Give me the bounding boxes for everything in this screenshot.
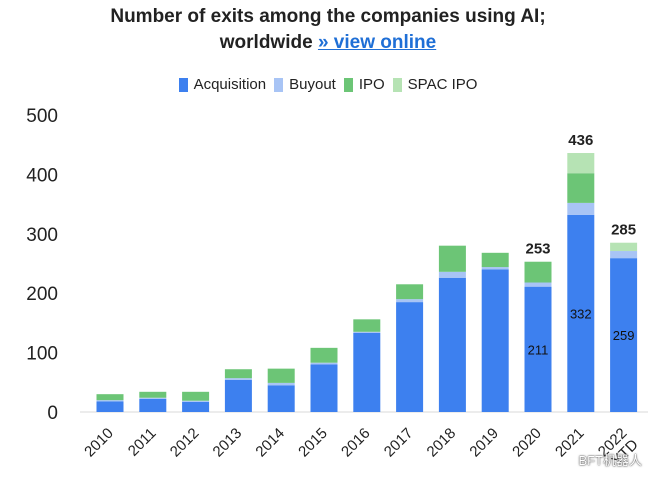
y-tick-label-200: 200 (26, 284, 58, 305)
acquisition-value-label-2021: 332 (570, 306, 592, 321)
y-tick-label-300: 300 (26, 225, 58, 246)
bar-acquisition-2012 (182, 401, 210, 412)
x-tick-label-2012: 2012 (167, 425, 203, 461)
total-label-2021: 436 (568, 132, 593, 149)
x-tick-label-2014: 2014 (252, 425, 288, 461)
bar-acquisition-2014 (267, 385, 295, 412)
bar-acquisition-2020 (524, 286, 552, 412)
legend-label-ipo: IPO (358, 76, 385, 93)
y-tick-label-500: 500 (26, 106, 58, 127)
chart-legend: Acquisition Buyout IPO SPAC IPO (0, 76, 656, 93)
bar-acquisition-2021 (567, 214, 595, 412)
legend-label-spac-ipo: SPAC IPO (407, 76, 478, 93)
bar-acquisition-2018 (438, 277, 466, 412)
bar-ipo-2018 (438, 245, 466, 272)
bar-acquisition-2011 (139, 398, 167, 412)
bar-acquisition-2022-YTD (610, 258, 638, 412)
legend-label-acquisition: Acquisition (193, 76, 267, 93)
x-tick-label-2017: 2017 (381, 425, 417, 461)
x-tick-label-2015: 2015 (295, 425, 331, 461)
legend-item-buyout[interactable]: Buyout (274, 76, 336, 93)
y-tick-label-400: 400 (26, 165, 58, 186)
bar-acquisition-2015 (310, 364, 338, 412)
bar-ipo-2019 (481, 252, 509, 268)
bar-spac_ipo-2021 (567, 153, 595, 174)
x-tick-label-2018: 2018 (424, 425, 460, 461)
x-tick-label-2019: 2019 (466, 425, 502, 461)
legend-item-acquisition[interactable]: Acquisition (178, 76, 267, 93)
acquisition-value-label-2020: 211 (528, 342, 549, 357)
bar-ipo-2014 (267, 368, 295, 383)
total-label-2020: 253 (525, 241, 550, 258)
legend-swatch-acquisition (178, 77, 188, 92)
bar-buyout-2012 (182, 400, 210, 402)
bar-buyout-2010 (96, 400, 124, 402)
bar-buyout-2018 (438, 271, 466, 278)
bar-buyout-2022-YTD (610, 251, 638, 259)
bar-buyout-2016 (353, 331, 381, 333)
bar-ipo-2020 (524, 261, 552, 283)
view-online-link[interactable]: » view online (317, 32, 437, 53)
bar-ipo-2015 (310, 347, 338, 363)
legend-item-spac-ipo[interactable]: SPAC IPO (392, 76, 478, 93)
x-tick-label-2013: 2013 (210, 425, 246, 461)
watermark: BFT机器人 (578, 453, 642, 468)
title-worldwide: worldwide (219, 32, 313, 53)
bar-acquisition-2013 (224, 379, 252, 412)
acquisition-value-label-2022-YTD: 259 (613, 328, 635, 343)
bar-ipo-2011 (139, 391, 167, 398)
bar-buyout-2020 (524, 282, 552, 287)
bar-acquisition-2017 (396, 302, 424, 412)
x-tick-label-2020: 2020 (509, 425, 545, 461)
bar-acquisition-2010 (96, 401, 124, 412)
bar-ipo-2012 (182, 391, 210, 401)
bar-acquisition-2016 (353, 332, 381, 412)
total-label-2022-YTD: 285 (611, 222, 636, 239)
y-tick-label-0: 0 (47, 403, 58, 424)
bar-buyout-2021 (567, 202, 595, 215)
bar-buyout-2011 (139, 397, 167, 399)
bar-acquisition-2019 (481, 269, 509, 412)
title-line-2: worldwide » view online (0, 30, 656, 56)
x-tick-label-2011: 2011 (125, 425, 160, 460)
bar-buyout-2015 (310, 362, 338, 365)
bar-ipo-2021 (567, 173, 595, 203)
chart-title: Number of exits among the companies usin… (0, 4, 656, 56)
bar-ipo-2017 (396, 284, 424, 300)
legend-swatch-ipo (343, 77, 353, 92)
bar-ipo-2013 (224, 369, 252, 379)
bar-ipo-2010 (96, 394, 124, 401)
x-tick-label-2010: 2010 (81, 425, 117, 461)
bar-ipo-2016 (353, 319, 381, 332)
bar-spac_ipo-2022-YTD (610, 242, 638, 252)
y-tick-label-100: 100 (26, 344, 58, 365)
legend-swatch-spac-ipo (392, 77, 402, 92)
legend-swatch-buyout (274, 77, 284, 92)
bar-buyout-2017 (396, 299, 424, 303)
legend-item-ipo[interactable]: IPO (343, 76, 385, 93)
x-tick-label-2016: 2016 (338, 425, 374, 461)
bar-buyout-2014 (267, 382, 295, 386)
title-line-1: Number of exits among the companies usin… (110, 6, 546, 27)
legend-label-buyout: Buyout (289, 76, 336, 93)
bar-buyout-2013 (224, 378, 252, 380)
bar-buyout-2019 (481, 267, 509, 270)
